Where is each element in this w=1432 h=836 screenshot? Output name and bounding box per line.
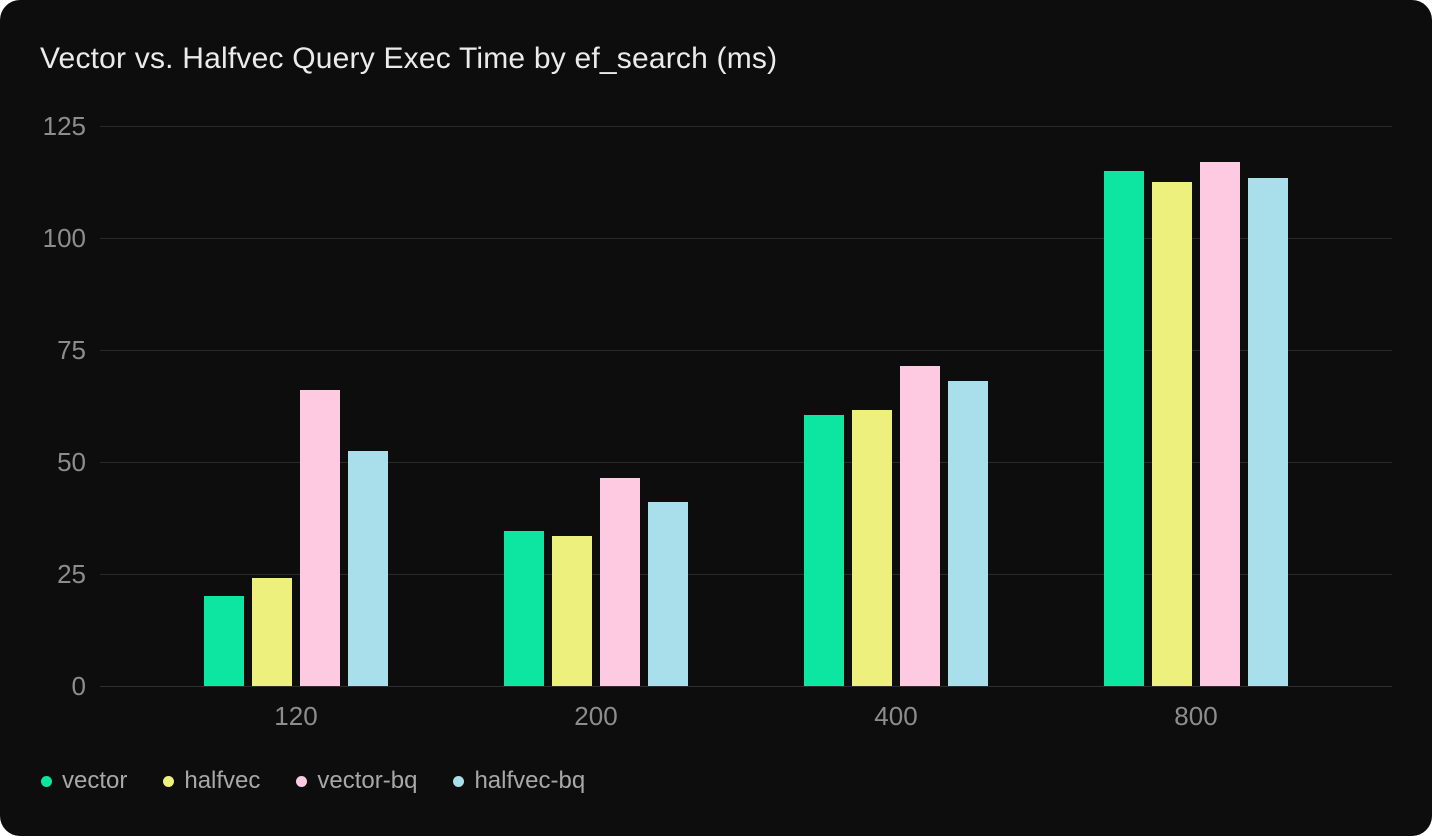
bar-vector-bq-120[interactable] <box>300 390 340 686</box>
y-tick-label-50: 50 <box>57 447 86 477</box>
legend-item-halfvec-bq[interactable]: halfvec-bq <box>453 766 585 796</box>
legend-label-vector: vector <box>62 767 128 794</box>
bar-group-200 <box>504 477 688 686</box>
bar-halfvec-bq-200[interactable] <box>648 502 688 686</box>
gridline-75 <box>100 350 1392 351</box>
legend-item-halfvec[interactable]: halfvec <box>163 766 260 796</box>
legend: vector halfvec vector-bq halfvec-bq <box>41 766 585 796</box>
y-tick-label-100: 100 <box>42 223 86 253</box>
gridline-100 <box>100 238 1392 239</box>
y-tick-label-25: 25 <box>57 559 86 589</box>
bar-vector-bq-400[interactable] <box>900 365 940 686</box>
gridline-25 <box>100 574 1392 575</box>
bar-vector-120[interactable] <box>204 596 244 686</box>
x-tick-label-800: 800 <box>1174 701 1218 731</box>
gridline-50 <box>100 462 1392 463</box>
bar-vector-200[interactable] <box>504 531 544 686</box>
bar-group-120 <box>204 390 388 686</box>
bar-halfvec-120[interactable] <box>252 578 292 686</box>
legend-item-vector-bq[interactable]: vector-bq <box>296 766 417 796</box>
bar-vector-400[interactable] <box>804 414 844 686</box>
chart-title: Vector vs. Halfvec Query Exec Time by ef… <box>40 42 778 75</box>
bar-halfvec-bq-800[interactable] <box>1248 177 1288 686</box>
legend-item-vector[interactable]: vector <box>41 766 127 796</box>
x-tick-label-400: 400 <box>874 701 918 731</box>
legend-label-halfvec-bq: halfvec-bq <box>474 767 586 794</box>
x-tick-label-120: 120 <box>274 701 318 731</box>
bar-vector-bq-200[interactable] <box>600 477 640 686</box>
legend-label-vector-bq: vector-bq <box>317 767 418 794</box>
bar-vector-bq-800[interactable] <box>1200 161 1240 686</box>
gridline-125 <box>100 126 1392 127</box>
gridline-0 <box>100 686 1392 687</box>
bar-halfvec-800[interactable] <box>1152 182 1192 686</box>
y-tick-label-75: 75 <box>57 335 86 365</box>
bar-halfvec-bq-120[interactable] <box>348 450 388 686</box>
legend-dot-vector-bq <box>296 775 308 787</box>
bar-halfvec-bq-400[interactable] <box>948 381 988 686</box>
bar-group-800 <box>1104 161 1288 686</box>
bar-halfvec-400[interactable] <box>852 410 892 686</box>
legend-dot-halfvec-bq <box>453 775 465 787</box>
y-tick-label-0: 0 <box>71 671 86 701</box>
x-tick-label-200: 200 <box>574 701 618 731</box>
bar-vector-800[interactable] <box>1104 170 1144 686</box>
legend-label-halfvec: halfvec <box>184 767 261 794</box>
legend-dot-vector <box>41 775 52 787</box>
y-tick-label-125: 125 <box>42 111 86 141</box>
bar-halfvec-200[interactable] <box>552 535 592 686</box>
legend-dot-halfvec <box>163 775 175 787</box>
plot-area <box>100 126 1392 687</box>
bar-group-400 <box>804 365 988 686</box>
